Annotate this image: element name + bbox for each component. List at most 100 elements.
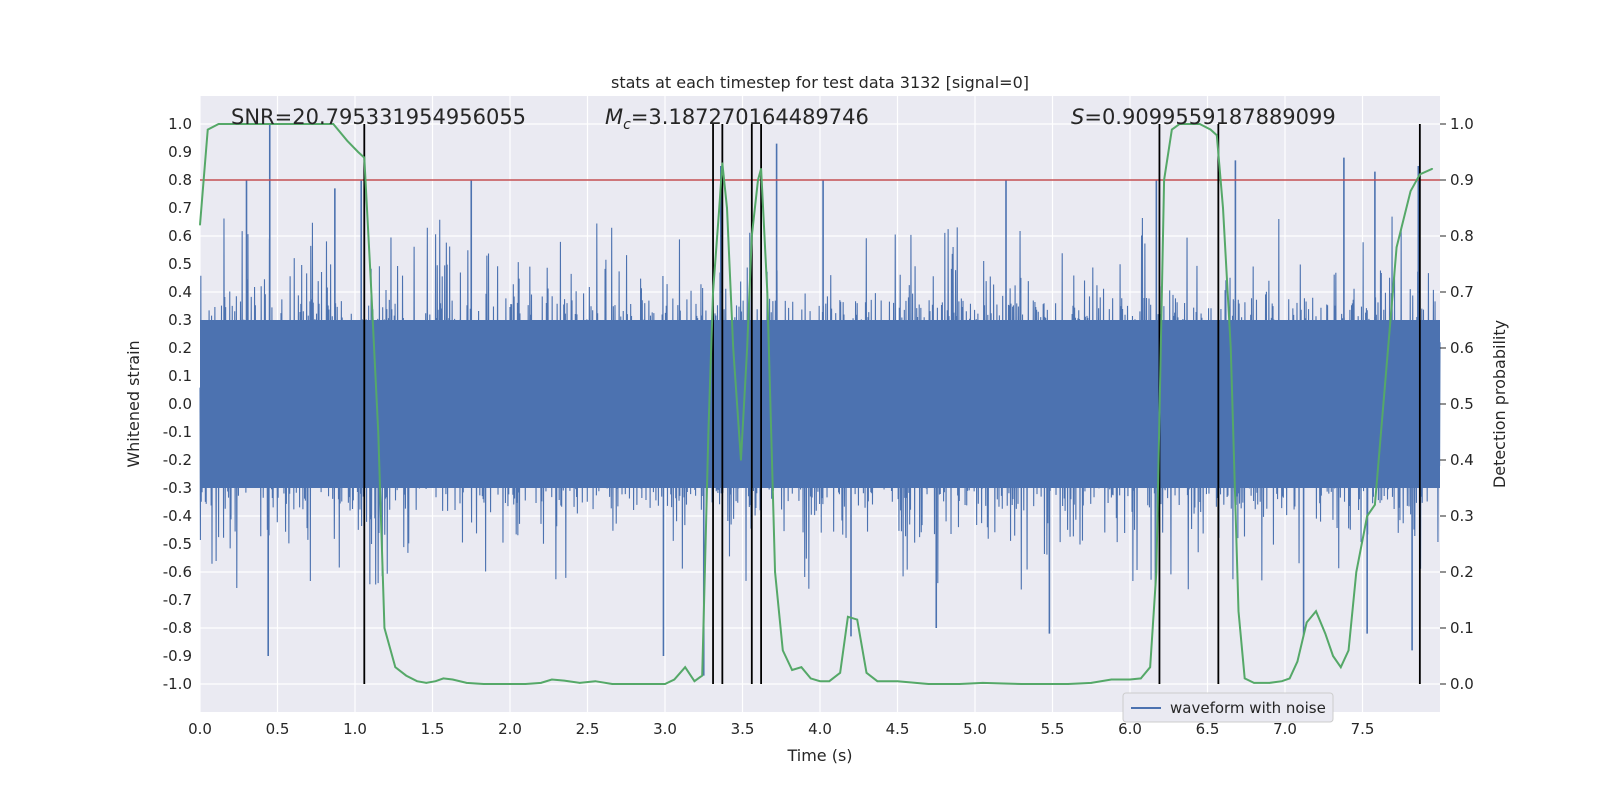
- detection-probability-point: [363, 156, 366, 159]
- x-tick-label: 6.0: [1118, 720, 1142, 738]
- detection-probability-point: [1281, 680, 1283, 682]
- y2-tick-label: 0.9: [1450, 171, 1474, 189]
- chart-title: stats at each timestep for test data 313…: [611, 73, 1029, 92]
- detection-probability-point: [684, 666, 686, 668]
- detection-probability-point: [524, 683, 527, 685]
- detection-probability-point: [757, 179, 759, 181]
- y2-tick-label: 0.7: [1450, 283, 1474, 301]
- y-tick-label: -0.7: [163, 591, 192, 609]
- detection-probability-point: [1171, 128, 1173, 131]
- detection-probability-point: [958, 683, 961, 685]
- x-tick-label: 4.0: [808, 720, 832, 738]
- x-tick-label: 5.5: [1041, 720, 1065, 738]
- y2-tick-label: 0.5: [1450, 395, 1474, 413]
- detection-probability-point: [206, 128, 209, 131]
- y-tick-label: -0.4: [163, 507, 192, 525]
- x-tick-label: 4.5: [886, 720, 910, 738]
- mc-symbol: M: [605, 105, 623, 129]
- detection-probability-point: [819, 680, 821, 682]
- x-tick-label: 7.5: [1351, 720, 1375, 738]
- detection-probability-point: [839, 672, 841, 674]
- detection-probability-point: [1237, 610, 1240, 612]
- detection-probability-point: [1163, 179, 1165, 181]
- mc-subscript: c: [623, 117, 631, 133]
- y2-tick-label: 0.6: [1450, 339, 1474, 357]
- detection-probability-point: [718, 207, 721, 209]
- detection-probability-point: [578, 682, 581, 684]
- detection-probability-point: [1129, 678, 1131, 681]
- x-tick-label: 3.0: [653, 720, 677, 738]
- detection-probability-point: [501, 683, 504, 685]
- legend-label-waveform: waveform with noise: [1170, 699, 1326, 717]
- detection-probability-point: [751, 235, 753, 237]
- detection-probability-point: [482, 683, 485, 685]
- detection-probability-point: [740, 459, 742, 461]
- mc-value: =3.187270164489746: [631, 105, 869, 129]
- detection-probability-point: [791, 669, 793, 671]
- detection-probability-point: [1324, 632, 1327, 635]
- s-symbol: S: [1071, 105, 1084, 129]
- y-tick-label: -0.1: [163, 423, 192, 441]
- detection-probability-point: [1198, 123, 1201, 125]
- overlay-layer: [199, 123, 1440, 685]
- tick-layer: 0.0 0.5 1.0 1.5 2.0 2.5 3.0 3.5 4.0 4.5 5.0 5.5 6.0 6…: [163, 115, 1474, 738]
- detection-probability-point: [774, 571, 776, 573]
- detection-probability-point: [1431, 168, 1434, 170]
- detection-probability-point: [633, 683, 635, 685]
- x-tick-label: 3.5: [731, 720, 755, 738]
- detection-probability-point: [1305, 621, 1308, 624]
- x-tick-label: 2.5: [576, 720, 600, 738]
- detection-probability-point: [540, 682, 542, 684]
- waveform-noise-core: [200, 320, 1440, 488]
- x-tick-label: 1.5: [421, 720, 445, 738]
- detection-probability-point: [1374, 504, 1376, 506]
- s-value: =0.9099559187889099: [1084, 105, 1335, 129]
- y-tick-label: 0.8: [168, 171, 192, 189]
- detection-probability-point: [732, 347, 734, 349]
- detection-probability-point: [809, 677, 812, 680]
- mc-annotation: Mc=3.187270164489746: [605, 105, 869, 133]
- y-tick-label: 0.2: [168, 339, 192, 357]
- detection-probability-point: [346, 140, 349, 142]
- detection-probability-point: [369, 274, 372, 277]
- y-tick-label: 0.9: [168, 143, 192, 161]
- y-tick-label: -0.8: [163, 619, 192, 637]
- detection-probability-point: [377, 431, 380, 433]
- detection-probability-point: [721, 162, 724, 164]
- detection-probability-point: [1216, 134, 1218, 136]
- detection-probability-point: [217, 123, 220, 125]
- detection-probability-point: [1209, 128, 1212, 131]
- snr-annotation: SNR=20.795331954956055: [231, 105, 526, 129]
- detection-probability-point: [276, 123, 279, 125]
- y-tick-label: -1.0: [163, 675, 192, 693]
- y2-tick-label: 0.3: [1450, 507, 1474, 525]
- y2-tick-label: 0.8: [1450, 227, 1474, 245]
- detection-probability-point: [551, 678, 553, 681]
- detection-probability-point: [1149, 666, 1151, 668]
- y-tick-label: -0.3: [163, 479, 192, 497]
- detection-probability-point: [394, 666, 397, 668]
- detection-probability-point: [760, 168, 762, 170]
- legend: waveform with noise: [1122, 692, 1334, 723]
- detection-probability-point: [1332, 655, 1334, 657]
- detection-probability-point: [332, 123, 335, 125]
- detection-probability-point: [673, 678, 676, 681]
- detection-probability-point: [465, 682, 468, 684]
- detection-probability-point: [1229, 347, 1232, 349]
- detection-probability-point: [664, 683, 666, 685]
- detection-probability-point: [1296, 660, 1299, 663]
- detection-probability-point: [927, 683, 930, 685]
- detection-probability-point: [1419, 173, 1421, 176]
- detection-probability-point: [876, 680, 879, 682]
- detection-probability-point: [405, 674, 407, 677]
- detection-probability-point: [856, 618, 858, 621]
- detection-probability-point: [726, 207, 728, 209]
- y-tick-label: -0.9: [163, 647, 192, 665]
- detection-probability-point: [1253, 682, 1255, 684]
- detection-probability-point: [981, 682, 984, 684]
- y-tick-label: 0.0: [168, 395, 192, 413]
- y2-axis-label: Detection probability: [1490, 320, 1509, 488]
- detection-probability-point: [847, 616, 849, 618]
